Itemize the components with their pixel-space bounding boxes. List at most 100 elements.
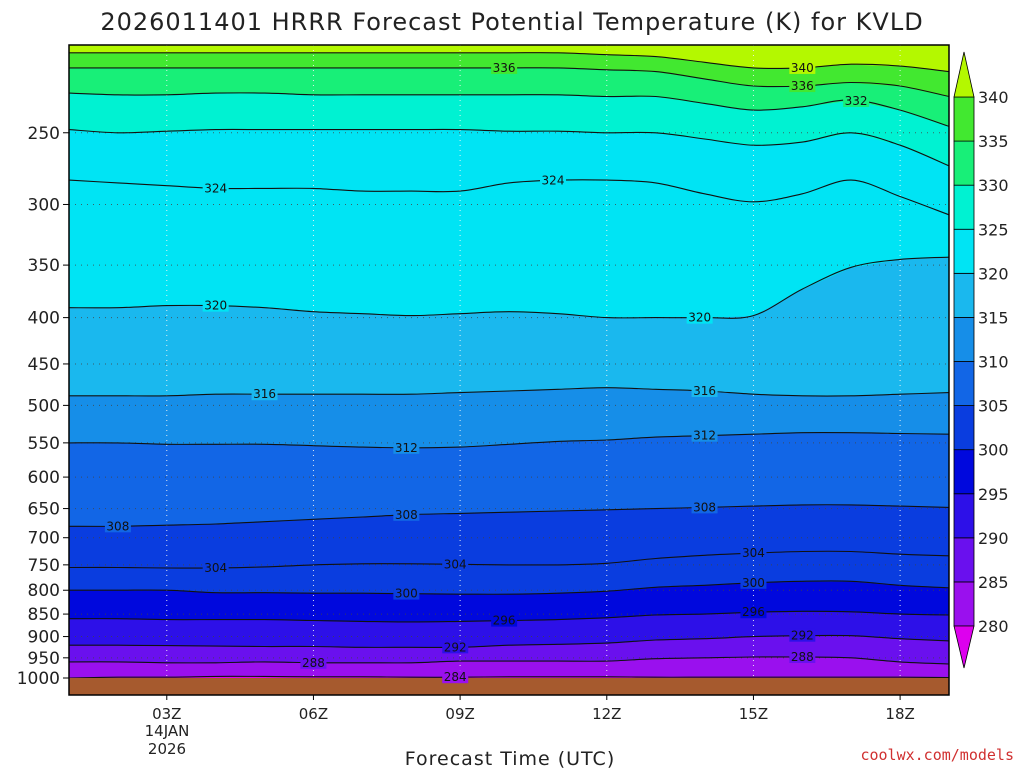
contour-label-bg [300, 655, 327, 669]
contour-label-bg [442, 670, 469, 684]
isentrope-312 [69, 432, 949, 449]
y-tick-label: 850 [28, 605, 60, 625]
plot-frame [68, 44, 950, 696]
y-tick-label: 800 [28, 581, 60, 601]
contour-label-bg [740, 605, 767, 619]
contour-label: 292 [791, 629, 814, 643]
x-tick-label: 09Z [445, 705, 474, 723]
y-tick-label: 1000 [17, 669, 60, 689]
contour-label-bg [202, 560, 229, 574]
date-label-year: 2026 [148, 740, 186, 758]
y-tick-label: 300 [28, 195, 60, 215]
colorbar-upper-extend [953, 51, 975, 98]
x-tick-label: 03Z [152, 705, 181, 723]
contour-label-bg [442, 640, 469, 654]
contour-label: 300 [742, 576, 765, 590]
x-tick-label: 18Z [885, 705, 914, 723]
colorbar-tick-label: 315 [978, 308, 1009, 327]
colorbar-tick-label: 290 [978, 529, 1009, 548]
colorbar-tick-label: 310 [978, 353, 1009, 372]
colorbar-bin [953, 140, 975, 186]
contour-label: 320 [204, 299, 227, 313]
colorbar-bin [953, 537, 975, 583]
contour-label: 304 [444, 557, 467, 571]
y-tick-label: 600 [28, 468, 60, 488]
contour-label-bg [540, 173, 566, 187]
x-axis-label: Forecast Time (UTC) [405, 748, 615, 768]
y-tick-label: 250 [28, 124, 60, 144]
credit-link[interactable]: coolwx.com/models [860, 746, 1014, 764]
contour-label: 288 [791, 650, 814, 664]
x-tick-label: 15Z [739, 705, 768, 723]
x-tick-label: 12Z [592, 705, 621, 723]
colorbar-bin [953, 449, 975, 495]
isentrope-284 [69, 675, 949, 679]
contour-label: 308 [395, 508, 418, 522]
contour-label: 312 [693, 429, 716, 443]
colorbar-bin [953, 493, 975, 539]
contour-label: 320 [688, 311, 711, 325]
contour-label: 300 [395, 587, 418, 601]
y-tick-label: 650 [28, 500, 60, 520]
contour-label-bg [393, 440, 420, 454]
contour-label: 340 [791, 61, 814, 75]
contour-label-bg [251, 387, 278, 401]
colorbar-tick-label: 280 [978, 617, 1009, 636]
contour-label-bg [393, 507, 420, 521]
x-tick-label: 06Z [299, 705, 328, 723]
y-tick-label: 450 [28, 355, 60, 375]
colorbar: 280 285 290 295 300 305 310 315 320 325 330 335 340 [953, 51, 1009, 669]
contour-label-bg [491, 613, 518, 627]
contour-label: 288 [302, 656, 325, 670]
contour-label: 284 [444, 670, 467, 684]
contour-label-bg [442, 557, 469, 571]
y-tick-label: 400 [28, 309, 60, 329]
y-tick-label: 550 [28, 434, 60, 454]
contour-label-bg [691, 428, 718, 442]
chart-title: 2026011401 HRRR Forecast Potential Tempe… [100, 8, 923, 36]
contour-labels: 336 340 336 332 324 324 320 320 316 316 312 312 308 3… [104, 60, 870, 684]
contour-label: 304 [742, 546, 765, 560]
contour-label: 308 [106, 519, 129, 533]
y-tick-label: 900 [28, 628, 60, 648]
colorbar-tick-label: 340 [978, 88, 1009, 107]
contour-label-bg [202, 298, 229, 312]
x-axis: 03Z 06Z 09Z 12Z 15Z 18Z [152, 695, 915, 723]
contour-label-bg [789, 79, 816, 93]
colorbar-bin [953, 405, 975, 451]
contour-label: 336 [493, 61, 516, 75]
y-tick-label: 950 [28, 649, 60, 669]
contour-label: 308 [693, 500, 716, 514]
colorbar-bin [953, 96, 975, 142]
contour-label: 296 [493, 614, 516, 628]
contour-label: 292 [444, 640, 467, 654]
colorbar-bin [953, 184, 975, 230]
colorbar-tick-label: 320 [978, 264, 1009, 283]
ground-surface [69, 678, 949, 695]
contour-label-bg [789, 60, 816, 74]
grid-lines [69, 45, 949, 695]
y-tick-label: 500 [28, 396, 60, 416]
isentrope-300 [69, 580, 949, 595]
colorbar-lower-extend [953, 625, 975, 669]
isentrope-328 [69, 128, 949, 167]
colorbar-tick-label: 285 [978, 573, 1009, 592]
contour-label: 316 [693, 384, 716, 398]
colorbar-tick-label: 295 [978, 485, 1009, 504]
contour-label-bg [789, 649, 816, 663]
y-axis: 250 300 350 400 450 500 550 600 650 700 750 800 850 9… [17, 124, 69, 689]
isentrope-316 [69, 387, 949, 397]
contour-label: 316 [253, 387, 276, 401]
contour-label-bg [691, 383, 718, 397]
colorbar-bin [953, 361, 975, 406]
contour-label-bg [393, 586, 420, 600]
colorbar-tick-label: 300 [978, 441, 1009, 460]
plot-area [69, 45, 949, 695]
contour-label: 336 [791, 79, 814, 93]
ground-strip [69, 678, 949, 695]
y-tick-label: 700 [28, 529, 60, 549]
colorbar-tick-label: 305 [978, 397, 1009, 416]
isentrope-332 [69, 92, 949, 127]
date-label-day: 14JAN [145, 722, 190, 740]
